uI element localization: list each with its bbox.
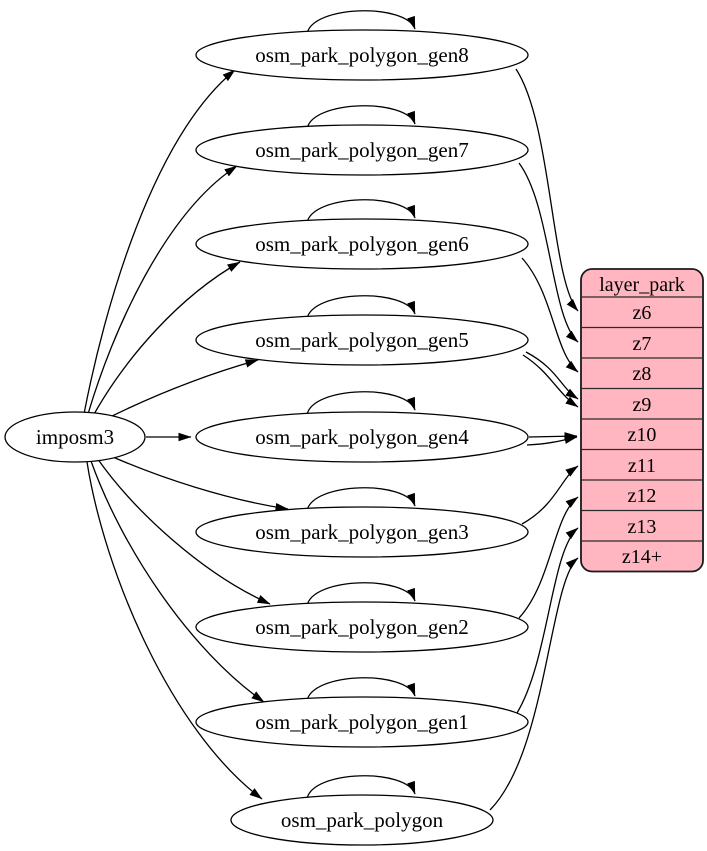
record-row-z8: z8 (633, 363, 652, 385)
self-loop-gen1 (306, 677, 416, 702)
record-row-z7: z7 (633, 333, 652, 355)
self-loop-gen8 (306, 10, 416, 35)
record-row-z13: z13 (628, 516, 657, 538)
record-row-z9: z9 (633, 394, 652, 416)
self-loop-gen2 (306, 582, 416, 607)
edge-imposm3-gen3 (105, 453, 289, 512)
node-osm-park-polygon-gen8: osm_park_polygon_gen8 (195, 29, 529, 81)
gen5-ellipse (195, 314, 529, 366)
edge-gen7-z7 (518, 162, 579, 343)
imposm3-ellipse (4, 411, 146, 463)
edge-imposm3-gen8 (83, 69, 236, 415)
record-row-z10: z10 (628, 424, 657, 446)
self-loop-polygon (306, 775, 416, 800)
edge-gen4-z10 (528, 432, 578, 441)
gen1-ellipse (195, 696, 529, 748)
edge-gen8-z6 (515, 68, 579, 312)
record-row-z11: z11 (628, 455, 656, 477)
polygon-label: osm_park_polygon (281, 808, 444, 832)
imposm3-label: imposm3 (36, 425, 114, 449)
record-row-z14plus: z14+ (622, 546, 662, 568)
node-osm-park-polygon-gen2: osm_park_polygon_gen2 (195, 601, 529, 653)
edge-imposm3-polygon (86, 461, 263, 800)
gen7-ellipse (195, 124, 529, 176)
edge-gen1-z13 (516, 527, 579, 714)
edge-imposm3-gen2 (96, 457, 271, 605)
layer-park-header: layer_park (599, 274, 685, 296)
edge-imposm3-gen6 (92, 261, 241, 417)
gen8-label: osm_park_polygon_gen8 (255, 43, 468, 67)
edge-polygon-z14 (489, 557, 579, 811)
edge-gen2-z12 (518, 496, 579, 619)
self-loop-gen5 (306, 295, 416, 320)
gen5-label: osm_park_polygon_gen5 (255, 328, 468, 352)
node-imposm3: imposm3 (4, 411, 146, 463)
gen8-ellipse (195, 29, 529, 81)
gen3-ellipse (195, 506, 529, 558)
node-osm-park-polygon-gen6: osm_park_polygon_gen6 (195, 218, 529, 270)
gen2-ellipse (195, 601, 529, 653)
edge-gen4-z10-b (526, 435, 578, 446)
self-loop-gen4 (306, 391, 416, 416)
self-loop-gen7 (306, 105, 416, 130)
node-osm-park-polygon-gen7: osm_park_polygon_gen7 (195, 124, 529, 176)
gen6-ellipse (195, 218, 529, 270)
edge-imposm3-gen5 (103, 359, 259, 421)
gen6-label: osm_park_polygon_gen6 (255, 232, 468, 256)
edge-imposm3-gen7 (87, 165, 238, 415)
record-row-z12: z12 (628, 485, 657, 507)
node-osm-park-polygon-gen4: osm_park_polygon_gen4 (195, 411, 529, 463)
layer-park-record: layer_park z6 z7 z8 z9 z10 z11 z12 z13 z… (580, 268, 704, 573)
gen4-ellipse (195, 411, 529, 463)
node-osm-park-polygon-gen3: osm_park_polygon_gen3 (195, 506, 529, 558)
edges (83, 10, 579, 811)
gen7-label: osm_park_polygon_gen7 (255, 138, 468, 162)
gen4-label: osm_park_polygon_gen4 (255, 425, 469, 449)
gen2-label: osm_park_polygon_gen2 (255, 615, 468, 639)
gen1-label: osm_park_polygon_gen1 (255, 710, 468, 734)
node-osm-park-polygon-gen5: osm_park_polygon_gen5 (195, 314, 529, 366)
edge-gen5-z9-b (522, 354, 579, 408)
polygon-ellipse (230, 794, 494, 846)
self-loop-gen6 (306, 199, 416, 224)
record-row-z6: z6 (633, 302, 652, 324)
edge-gen3-z11 (521, 465, 579, 525)
node-osm-park-polygon-gen1: osm_park_polygon_gen1 (195, 696, 529, 748)
edge-imposm3-gen1 (90, 460, 265, 703)
layer-park-box (580, 268, 704, 573)
edge-gen6-z8 (521, 257, 579, 373)
node-osm-park-polygon: osm_park_polygon (230, 794, 494, 846)
edge-gen5-z9 (525, 351, 579, 400)
self-loop-gen3 (306, 487, 416, 512)
gen3-label: osm_park_polygon_gen3 (255, 520, 468, 544)
